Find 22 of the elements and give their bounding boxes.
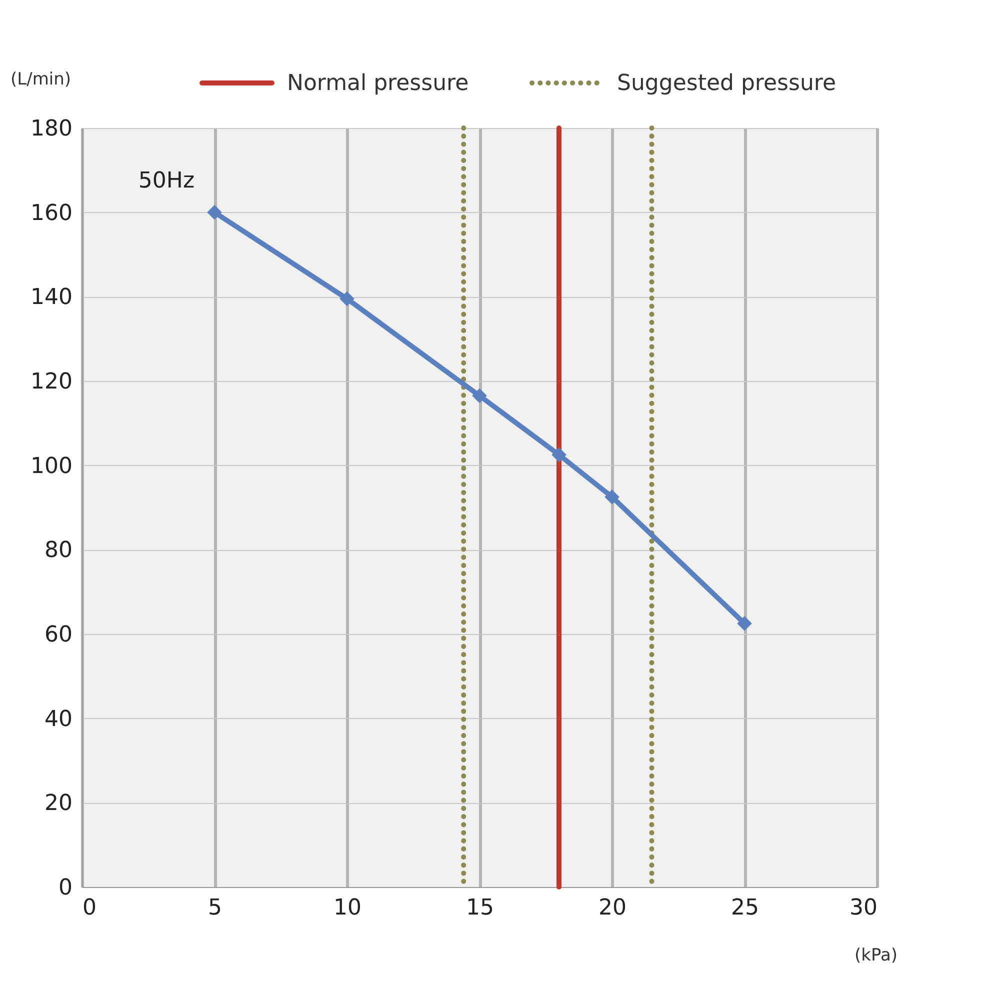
x-tick-label: 10 xyxy=(334,896,362,920)
y-tick-label: 80 xyxy=(44,538,72,564)
y-tick-label: 40 xyxy=(44,706,72,732)
x-tick-label: 30 xyxy=(850,896,878,920)
x-axis-title: (kPa) xyxy=(854,946,898,966)
series-label: 50Hz xyxy=(138,168,194,194)
legend-label: Suggested pressure xyxy=(617,71,836,96)
y-axis-title: (L/min) xyxy=(10,70,72,90)
y-tick-label: 60 xyxy=(44,622,72,648)
legend-label: Normal pressure xyxy=(287,71,469,96)
y-tick-label: 0 xyxy=(58,876,72,900)
x-tick-label: 5 xyxy=(208,896,222,920)
x-tick-label: 15 xyxy=(466,896,494,920)
y-tick-label: 120 xyxy=(30,370,72,394)
y-tick-label: 180 xyxy=(30,116,72,142)
x-tick-label: 20 xyxy=(598,896,626,920)
x-tick-label: 25 xyxy=(731,896,759,920)
y-tick-label: 160 xyxy=(30,200,72,226)
y-tick-label: 140 xyxy=(30,285,72,310)
y-tick-label: 20 xyxy=(44,791,72,816)
y-tick-label: 100 xyxy=(30,454,72,479)
x-tick-label: 0 xyxy=(82,896,96,920)
